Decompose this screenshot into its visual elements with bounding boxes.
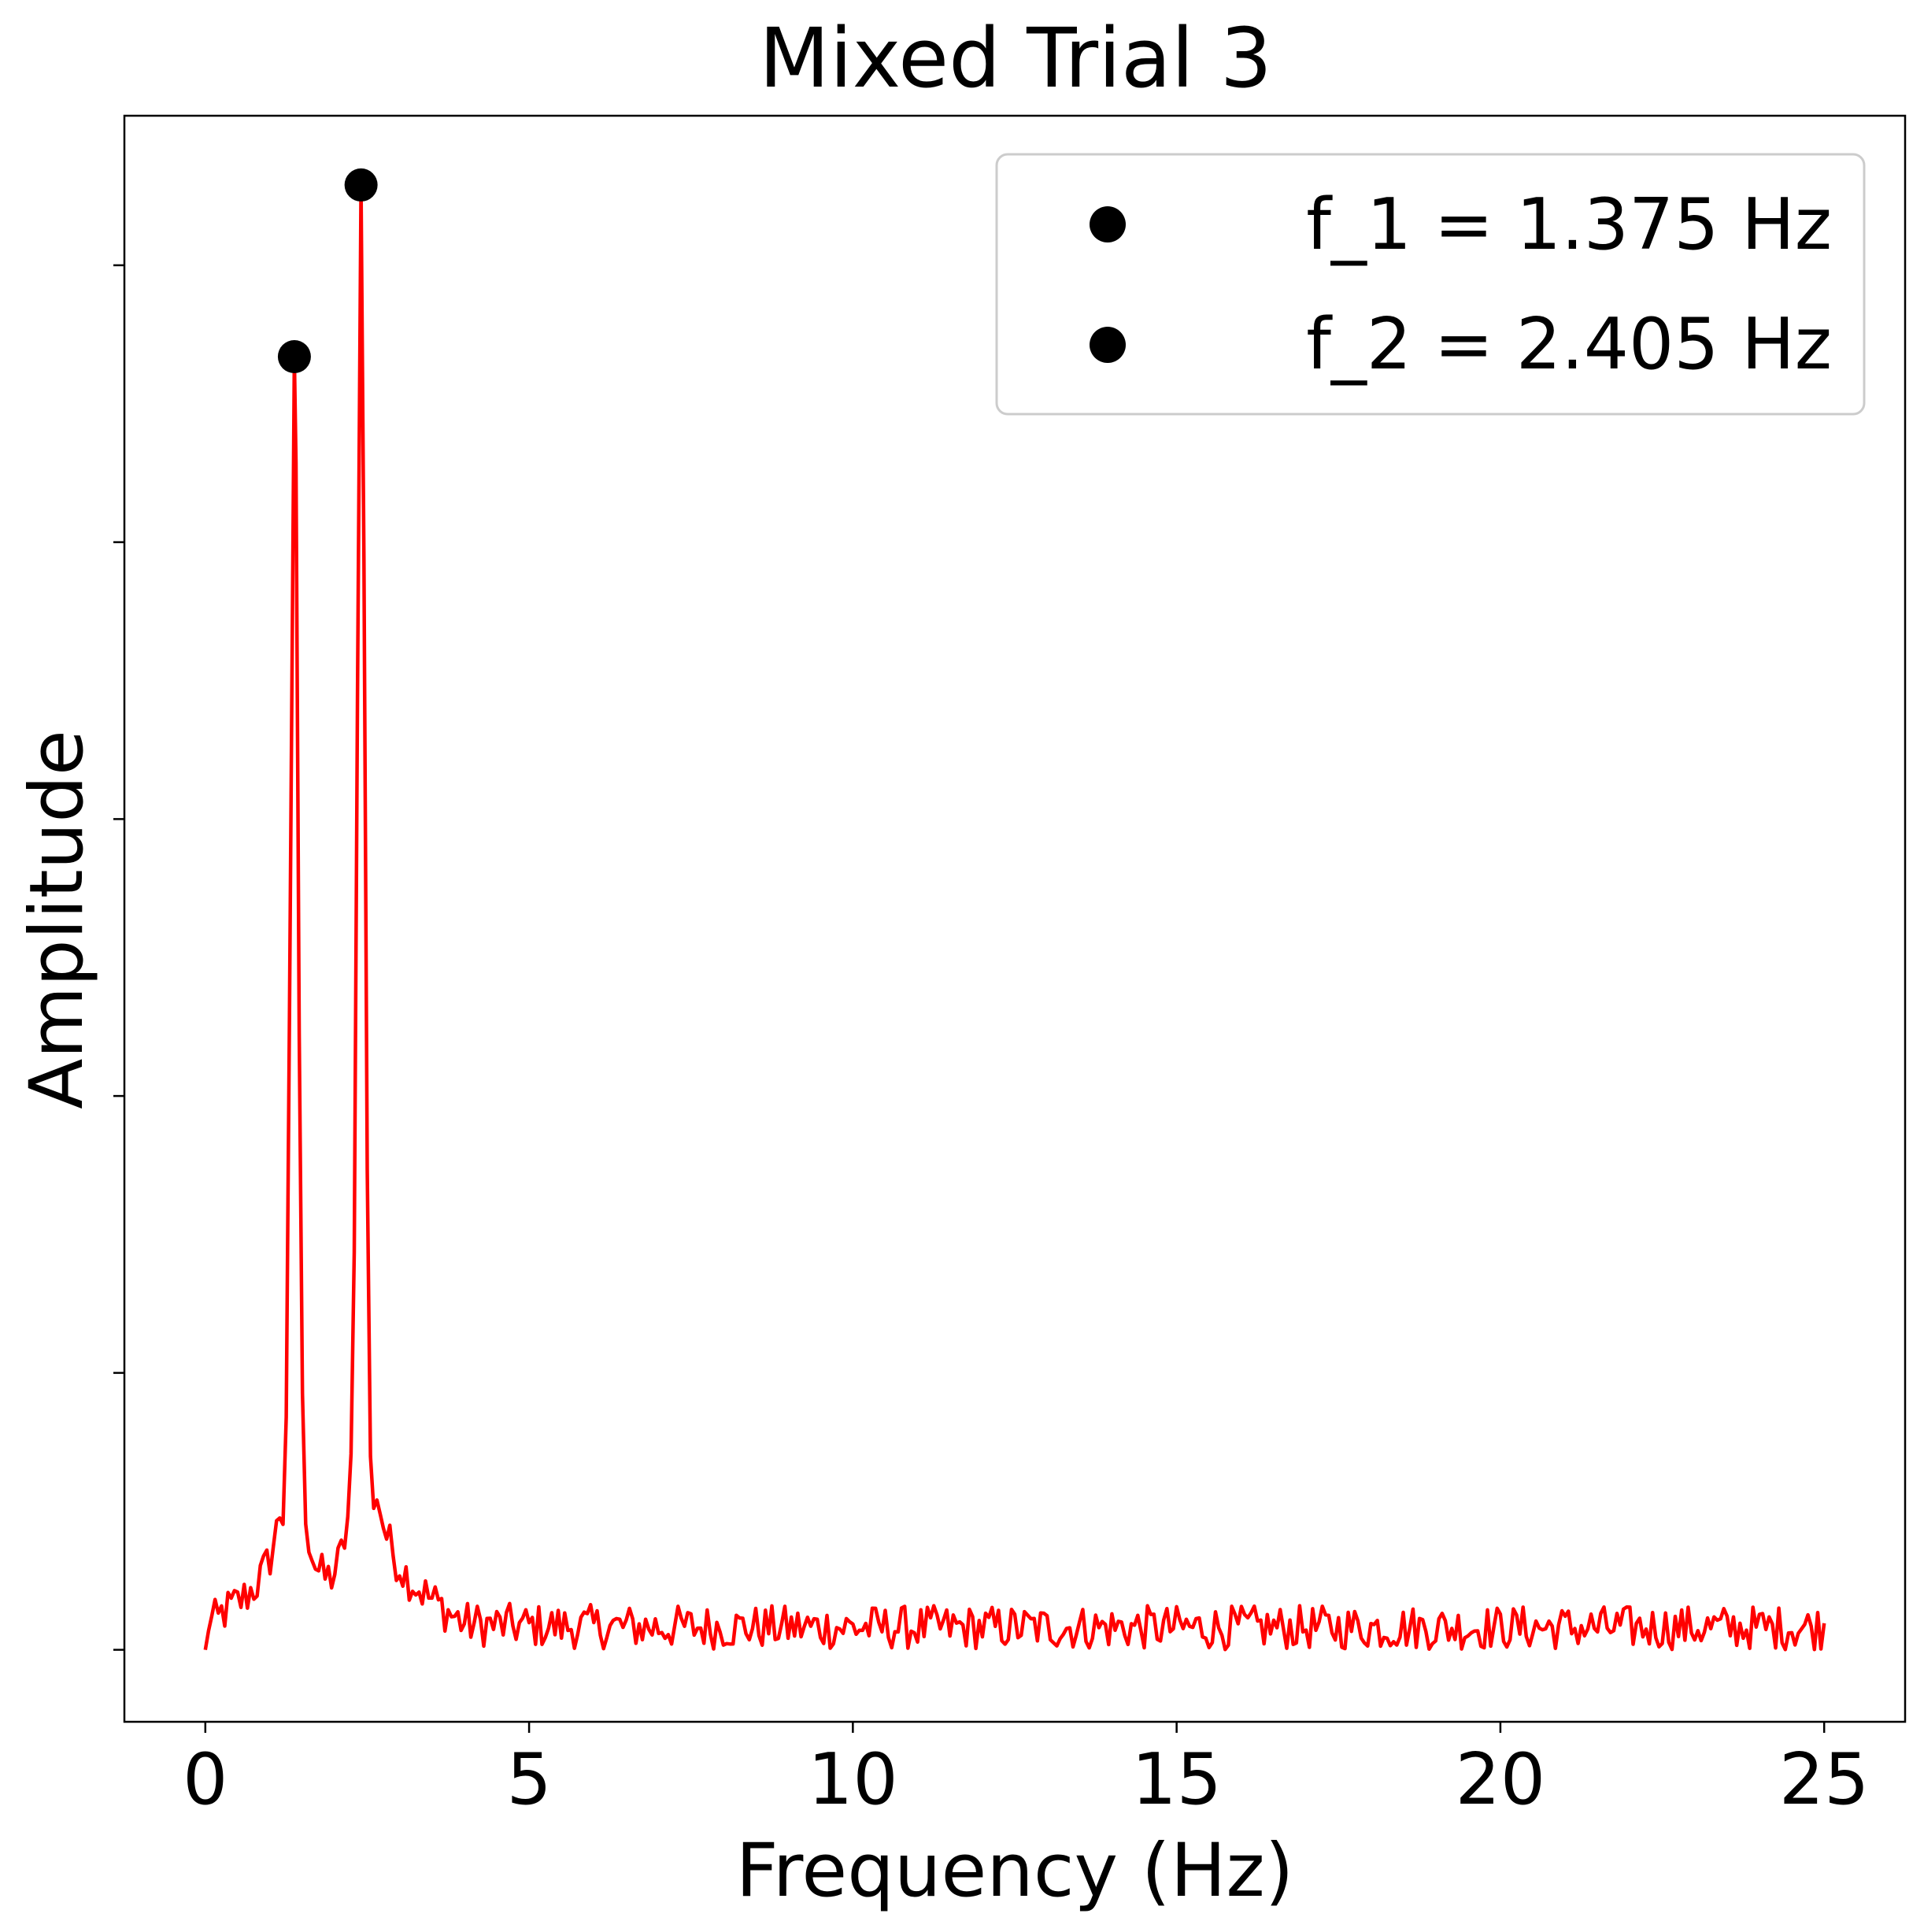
spectrum-line — [203, 183, 1826, 1652]
x-tick-label: 10 — [808, 1738, 898, 1821]
legend-box — [995, 153, 1866, 416]
y-axis-ticks — [113, 264, 124, 1651]
y-axis-label: Amplitude — [14, 730, 100, 1109]
legend-label-f1: f_1 = 1.375 Hz — [1306, 183, 1832, 266]
peak-markers — [277, 168, 378, 373]
chart-title: Mixed Trial 3 — [759, 10, 1272, 106]
peak-marker-f1 — [277, 340, 311, 373]
x-tick-label: 0 — [183, 1738, 228, 1821]
plot-area: 0 5 10 15 20 25 — [113, 114, 1907, 1821]
legend: f_1 = 1.375 Hz f_2 = 2.405 Hz — [995, 153, 1866, 416]
legend-marker-f1 — [1090, 206, 1126, 242]
legend-marker-f2 — [1090, 327, 1126, 363]
peak-marker-f2 — [344, 168, 378, 202]
x-tick-label: 5 — [506, 1738, 551, 1821]
x-tick-label: 20 — [1456, 1738, 1546, 1821]
x-axis-label: Frequency (Hz) — [736, 1828, 1294, 1914]
x-axis-ticks: 0 5 10 15 20 25 — [183, 1722, 1869, 1821]
x-tick-label: 15 — [1131, 1738, 1222, 1821]
plot-frame — [123, 114, 1907, 1723]
x-tick-label: 25 — [1779, 1738, 1870, 1821]
legend-label-f2: f_2 = 2.405 Hz — [1306, 303, 1832, 386]
